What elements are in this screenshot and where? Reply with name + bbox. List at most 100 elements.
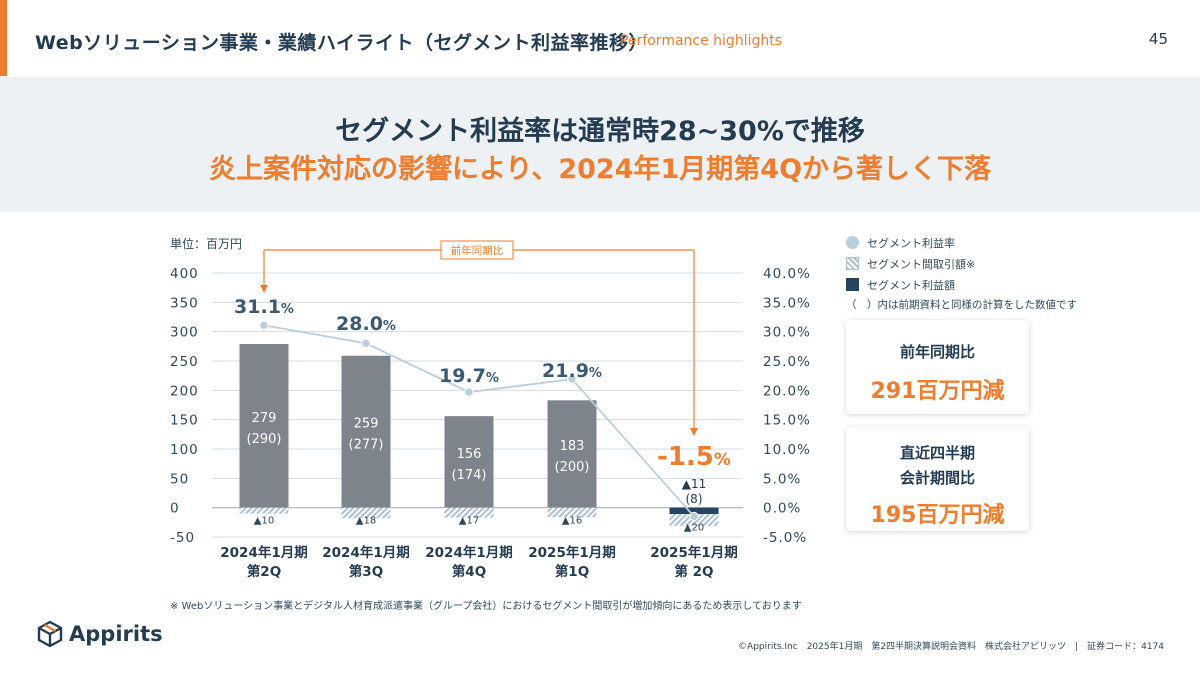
- page-number: 45: [1148, 30, 1168, 48]
- legend-label: セグメント利益額: [867, 278, 955, 292]
- headline-highlight: 炎上案件対応の影響により、2024年1月期第4Qから著しく下落: [208, 154, 992, 185]
- y-tick-label: 0: [170, 501, 180, 517]
- y-tick-label: 50: [170, 471, 189, 487]
- y2-tick-label: 15.0%: [763, 413, 811, 429]
- y2-tick-label: 5.0%: [763, 471, 801, 487]
- segment-profit-chart: 400 40.0% 350 35.0% 300 30.0% 250 25.0% 200 20.0%…: [170, 236, 811, 580]
- intersegment-bar: [444, 507, 494, 518]
- y2-tick-label: 35.0%: [763, 295, 811, 311]
- legend-label: セグメント利益率: [867, 236, 955, 250]
- rate-point: [361, 338, 371, 349]
- comparison-label: 前年同期比: [451, 244, 504, 257]
- intersegment-value-label: ▲10: [254, 516, 274, 527]
- x-category-label: 第2Q: [247, 563, 281, 580]
- legend-item-profit: セグメント利益額: [846, 274, 1077, 295]
- intersegment-bar: [341, 507, 391, 519]
- y2-tick-label: 25.0%: [763, 354, 811, 370]
- bar-alt-value-label: (290): [247, 432, 282, 447]
- y-tick-label: 350: [170, 295, 199, 311]
- rate-unit: %: [281, 302, 294, 317]
- intersegment-bar: [239, 507, 289, 514]
- square-swatch-icon: [846, 278, 859, 291]
- rate-value-label: 28.0%: [336, 313, 396, 335]
- profit-bar: [444, 416, 494, 508]
- hatched-swatch-icon: [846, 257, 859, 270]
- comparison-label-box: [440, 240, 514, 260]
- y2-tick-label: 30.0%: [763, 325, 811, 341]
- bar-value-label: 259: [354, 417, 379, 432]
- rate-value-label: -1.5%: [657, 442, 731, 472]
- logo-text: Appirits: [69, 622, 163, 646]
- rate-unit: %: [383, 319, 396, 334]
- y-tick-label: 200: [170, 383, 199, 399]
- rate-unit: %: [486, 371, 499, 386]
- x-category-label: 2025年1月期: [528, 544, 615, 561]
- bar-value-label: 279: [252, 411, 277, 426]
- profit-bar: [547, 400, 597, 508]
- x-category-label: 2024年1月期: [425, 544, 512, 561]
- y2-tick-label: 10.0%: [763, 442, 811, 458]
- y-tick-label: 300: [170, 325, 199, 341]
- footer-copyright: ©Appirits.Inc 2025年1月期 第2四半期決算説明会資料 株式会社…: [738, 642, 1164, 652]
- card-value: 291百万円減: [870, 379, 1005, 404]
- intersegment-bar: [547, 507, 597, 518]
- rate-unit: %: [714, 450, 731, 470]
- company-logo: Appirits: [37, 620, 163, 648]
- y-tick-label: 250: [170, 354, 199, 370]
- bar-alt-value-label: (200): [555, 460, 590, 475]
- y-tick-label: 400: [170, 266, 199, 282]
- x-category-label: 2024年1月期: [322, 544, 409, 561]
- chart-legend: セグメント利益率 セグメント間取引額※ セグメント利益額 （ ）内は前期資料と同…: [846, 232, 1077, 312]
- unit-label: 単位：百万円: [170, 236, 242, 251]
- legend-note: （ ）内は前期資料と同様の計算をした数値です: [846, 299, 1077, 311]
- headline-primary: セグメント利益率は通常時28~30%で推移: [335, 116, 865, 147]
- profit-bar: [669, 507, 719, 515]
- rate-unit: %: [589, 366, 602, 381]
- rate-value-label: 31.1%: [234, 296, 294, 318]
- bar-alt-value-label: (8): [686, 492, 703, 506]
- y-tick-label: 150: [170, 413, 199, 429]
- hero-banner: セグメント利益率は通常時28~30%で推移 炎上案件対応の影響により、2024年…: [0, 77, 1200, 212]
- x-category-label: 第4Q: [452, 563, 486, 580]
- x-category-label: 第3Q: [349, 563, 383, 580]
- qoq-comparison-card: 直近四半期 会計期間比 195百万円減: [846, 427, 1029, 531]
- page-title: Webソリューション事業・業績ハイライト（セグメント利益率推移）: [35, 32, 649, 54]
- intersegment-value-label: ▲20: [684, 523, 704, 534]
- page-subtitle: Performance highlights: [620, 33, 783, 49]
- circle-swatch-icon: [846, 236, 859, 249]
- legend-item-rate: セグメント利益率: [846, 232, 1077, 253]
- card-title: 直近四半期 会計期間比: [899, 444, 975, 487]
- x-category-label: 第 2Q: [674, 563, 713, 580]
- profit-bar: [341, 355, 391, 508]
- bar-value-label: 156: [457, 447, 482, 462]
- cube-logo-icon: [37, 620, 63, 648]
- profit-bar: [239, 343, 289, 508]
- intersegment-value-label: ▲17: [459, 516, 479, 527]
- footnote: ※ Webソリューション事業とデジタル人材育成派遣事業（グループ会社）におけるセ…: [170, 601, 802, 612]
- intersegment-value-label: ▲16: [562, 516, 582, 527]
- intersegment-value-label: ▲18: [356, 516, 376, 527]
- bar-alt-value-label: (174): [452, 468, 487, 483]
- y-tick-label: 100: [170, 442, 199, 458]
- bar-alt-value-label: (277): [349, 438, 384, 453]
- bar-value-label: ▲11: [682, 477, 707, 491]
- yoy-comparison-card: 前年同期比 291百万円減: [846, 320, 1029, 414]
- x-category-label: 第1Q: [555, 563, 589, 580]
- rate-point: [689, 511, 699, 522]
- x-category-label: 2024年1月期: [220, 544, 307, 561]
- card-value: 195百万円減: [870, 503, 1005, 528]
- card-title: 前年同期比: [899, 343, 975, 361]
- y2-tick-label: 20.0%: [763, 383, 811, 399]
- x-category-label: 2025年1月期: [650, 544, 737, 561]
- y-tick-label: -50: [170, 530, 195, 546]
- y2-tick-label: -5.0%: [763, 530, 807, 546]
- y2-tick-label: 40.0%: [763, 266, 811, 282]
- legend-item-intersegment: セグメント間取引額※: [846, 253, 1077, 274]
- rate-point: [567, 374, 577, 384]
- y2-tick-label: 0.0%: [763, 501, 801, 517]
- rate-point: [464, 387, 474, 397]
- bar-value-label: 183: [560, 439, 585, 454]
- rate-point: [259, 320, 269, 330]
- header-accent-bar: [0, 0, 7, 76]
- legend-label: セグメント間取引額※: [867, 257, 976, 271]
